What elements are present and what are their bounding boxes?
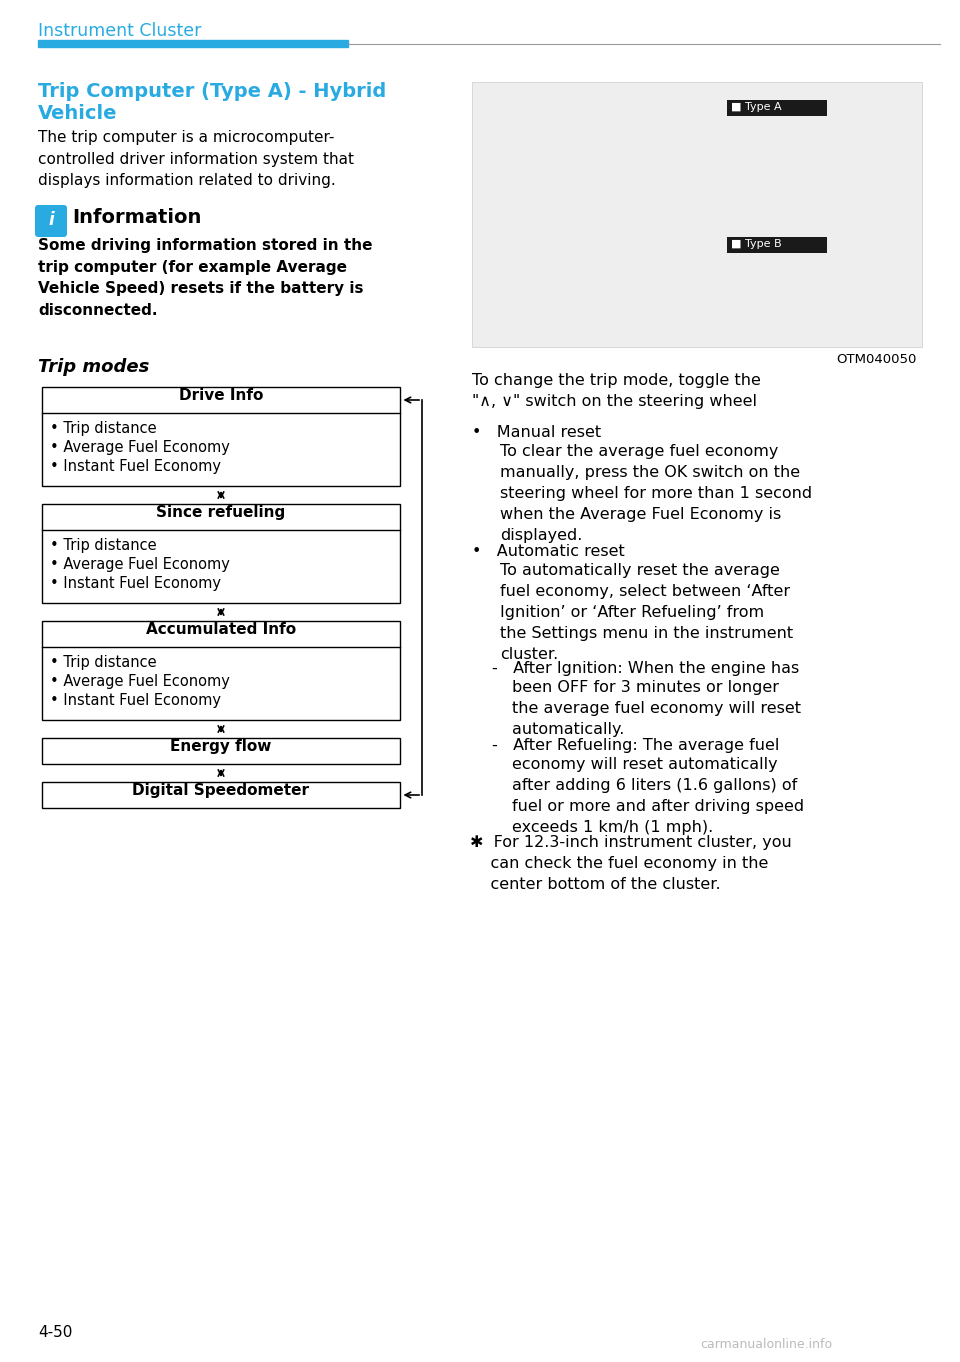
Text: carmanualonline.info: carmanualonline.info: [700, 1337, 832, 1351]
Bar: [38, 39, 348, 48]
Text: i: i: [48, 211, 54, 229]
Text: To clear the average fuel economy
manually, press the OK switch on the
steering : To clear the average fuel economy manual…: [500, 444, 812, 543]
Text: • Instant Fuel Economy: • Instant Fuel Economy: [50, 693, 221, 708]
Text: Some driving information stored in the
trip computer (for example Average
Vehicl: Some driving information stored in the t…: [38, 238, 372, 317]
Bar: [42, 504, 400, 603]
Text: • Instant Fuel Economy: • Instant Fuel Economy: [50, 576, 221, 591]
Text: Trip Computer (Type A) - Hybrid: Trip Computer (Type A) - Hybrid: [38, 82, 386, 101]
Text: Digital Speedometer: Digital Speedometer: [132, 783, 309, 798]
Text: • Average Fuel Economy: • Average Fuel Economy: [50, 557, 229, 572]
Text: • Trip distance: • Trip distance: [50, 421, 156, 436]
Text: Energy flow: Energy flow: [170, 738, 272, 753]
Text: • Trip distance: • Trip distance: [50, 655, 156, 670]
Bar: [727, 99, 827, 116]
Text: -   After Ignition: When the engine has: - After Ignition: When the engine has: [492, 661, 800, 676]
Text: Trip modes: Trip modes: [38, 358, 150, 376]
Text: Instrument Cluster: Instrument Cluster: [38, 22, 202, 39]
Text: Drive Info: Drive Info: [179, 388, 263, 403]
Text: ■ Type A: ■ Type A: [731, 102, 781, 112]
Text: • Trip distance: • Trip distance: [50, 538, 156, 553]
Bar: [472, 82, 922, 347]
Bar: [42, 782, 400, 808]
Text: Since refueling: Since refueling: [156, 504, 286, 519]
Text: The trip computer is a microcomputer-
controlled driver information system that
: The trip computer is a microcomputer- co…: [38, 129, 354, 188]
Text: Information: Information: [72, 208, 202, 227]
FancyBboxPatch shape: [35, 206, 67, 237]
Text: been OFF for 3 minutes or longer
the average fuel economy will reset
automatical: been OFF for 3 minutes or longer the ave…: [512, 680, 801, 737]
Text: economy will reset automatically
after adding 6 liters (1.6 gallons) of
fuel or : economy will reset automatically after a…: [512, 757, 804, 835]
Bar: [42, 738, 400, 764]
Text: 4-50: 4-50: [38, 1325, 72, 1340]
Bar: [727, 237, 827, 253]
Text: To automatically reset the average
fuel economy, select between ‘After
Ignition’: To automatically reset the average fuel …: [500, 563, 793, 662]
Text: To change the trip mode, toggle the
"∧, ∨" switch on the steering wheel: To change the trip mode, toggle the "∧, …: [472, 373, 761, 409]
Text: • Average Fuel Economy: • Average Fuel Economy: [50, 440, 229, 455]
Bar: [42, 387, 400, 486]
Text: •   Automatic reset: • Automatic reset: [472, 543, 625, 558]
Bar: [42, 621, 400, 720]
Text: ■ Type B: ■ Type B: [731, 238, 781, 249]
Text: • Average Fuel Economy: • Average Fuel Economy: [50, 674, 229, 689]
Text: Vehicle: Vehicle: [38, 104, 117, 123]
Text: ✱  For 12.3-inch instrument cluster, you
    can check the fuel economy in the
 : ✱ For 12.3-inch instrument cluster, you …: [470, 835, 792, 892]
Text: OTM040050: OTM040050: [836, 353, 917, 366]
Text: Accumulated Info: Accumulated Info: [146, 621, 296, 636]
Text: • Instant Fuel Economy: • Instant Fuel Economy: [50, 459, 221, 474]
Text: -   After Refueling: The average fuel: - After Refueling: The average fuel: [492, 738, 780, 753]
Text: •   Manual reset: • Manual reset: [472, 425, 601, 440]
